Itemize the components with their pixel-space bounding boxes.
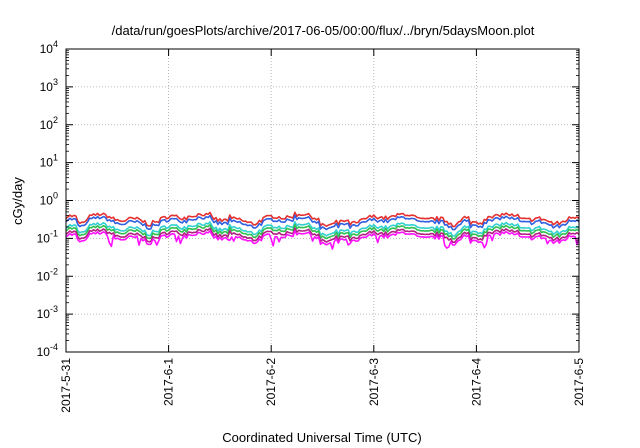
series-line — [65, 230, 580, 250]
y-tick-label: 10-2 — [37, 266, 58, 283]
y-tick-label: 10-4 — [37, 342, 58, 359]
grid — [66, 49, 579, 352]
y-tick-label: 104 — [40, 39, 58, 56]
series-line — [65, 223, 580, 240]
plot-frame — [65, 48, 580, 353]
x-tick-label: 2017-5-31 — [59, 358, 73, 413]
series-line — [65, 221, 580, 237]
series-line — [65, 214, 580, 231]
y-tick-label: 102 — [40, 115, 58, 132]
x-axis: 2017-5-31 2017-6-1 2017-6-2 2017-6-3 2017-6-… — [59, 49, 586, 413]
chart-title: /data/run/goesPlots/archive/2017-06-05/0… — [112, 23, 535, 38]
y-tick-label: 100 — [40, 191, 58, 208]
y-tick-label: 10-1 — [37, 228, 58, 245]
y-tick-label: 103 — [40, 77, 58, 94]
series-lines — [65, 211, 580, 250]
x-axis-label: Coordinated Universal Time (UTC) — [222, 430, 421, 445]
x-tick-label: 2017-6-3 — [367, 358, 381, 406]
x-tick-label: 2017-6-4 — [469, 358, 483, 406]
y-tick-label: 101 — [40, 153, 58, 170]
x-tick-label: 2017-6-1 — [162, 358, 176, 406]
series-line — [65, 211, 580, 228]
y-tick-label: 10-3 — [37, 304, 58, 321]
x-tick-label: 2017-6-2 — [264, 358, 278, 406]
y-axis: 104 103 102 101 100 10-1 10-2 10-3 10-4 — [37, 39, 579, 359]
y-axis-label: cGy/day — [10, 177, 25, 225]
series-line — [65, 227, 580, 243]
x-tick-label: 2017-6-5 — [572, 358, 586, 406]
